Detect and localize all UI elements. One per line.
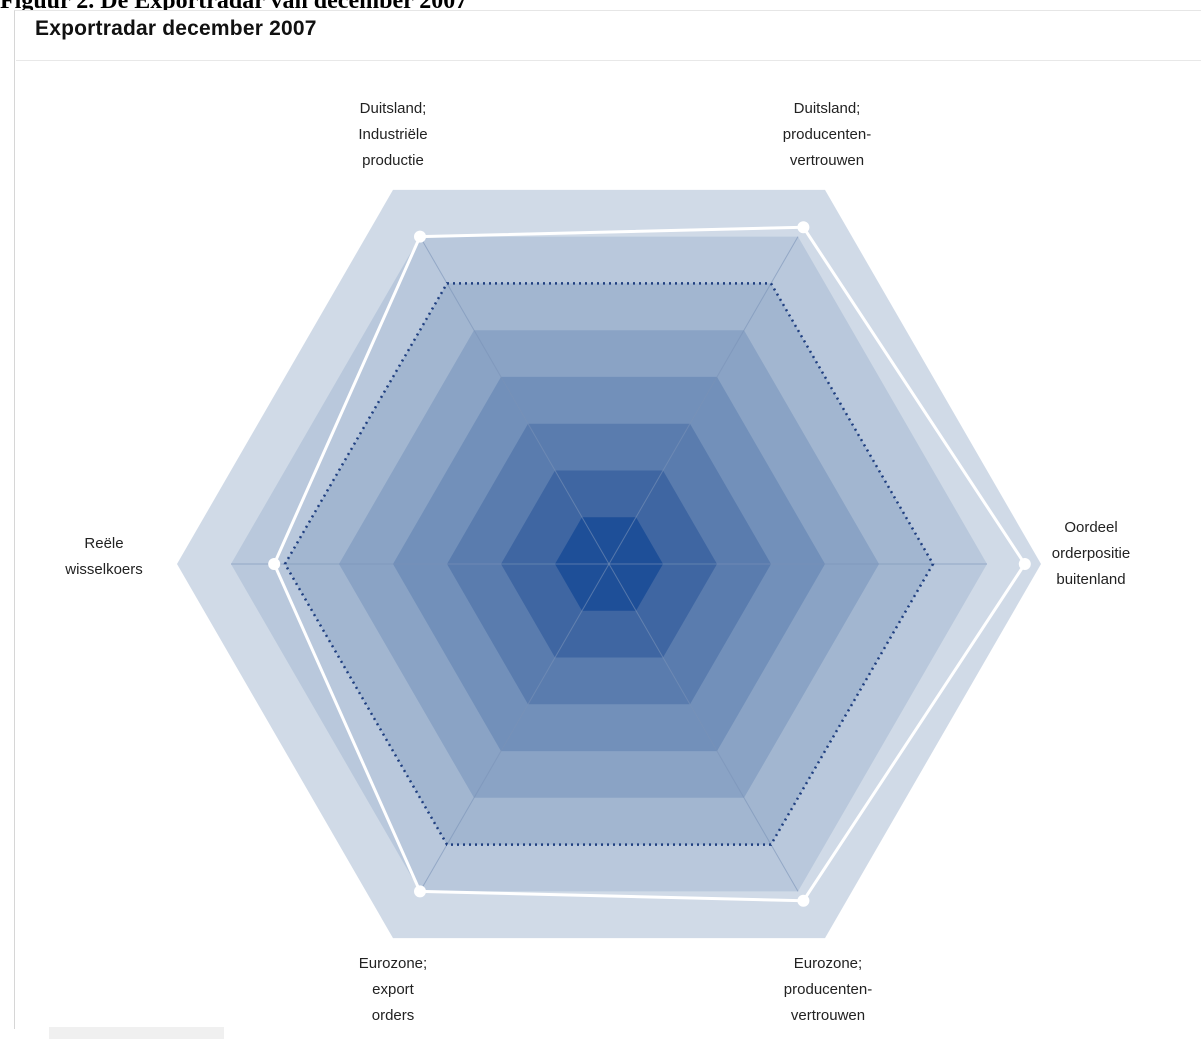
- axis-label-line: Duitsland;: [359, 100, 427, 117]
- radar-axis-line-de_ip: [419, 236, 610, 565]
- axis-label-de_ip: Duitsland; Industriële productie: [318, 96, 468, 174]
- axis-label-wissel: Reële wisselkoers: [29, 531, 179, 583]
- title-divider: [16, 60, 1201, 61]
- series-point-order: [1018, 558, 1031, 570]
- axis-label-line: orderpositie: [1051, 545, 1131, 562]
- axis-label-order: Oordeel orderpositie buitenland: [1016, 515, 1166, 593]
- series-point-de_pv: [797, 221, 810, 234]
- chart-title: Exportradar december 2007: [35, 17, 317, 40]
- axis-label-line: Oordeel: [1064, 519, 1118, 536]
- series-point-ez_pv: [797, 894, 810, 907]
- series-point-wissel: [268, 558, 281, 570]
- axis-label-line: orders: [371, 1007, 415, 1024]
- axis-label-line: export: [372, 981, 414, 998]
- axis-label-line: vertrouwen: [789, 152, 865, 169]
- axis-label-line: Industriële: [358, 126, 428, 143]
- axis-label-line: producenten-: [782, 126, 872, 143]
- axis-label-line: Duitsland;: [793, 100, 861, 117]
- axis-label-ez_pv: Eurozone; producenten-vertrouwen: [753, 951, 903, 1029]
- series-point-de_ip: [414, 230, 426, 243]
- series-point-ez_exp: [414, 885, 426, 898]
- axis-label-ez_exp: Eurozone; export orders: [318, 951, 468, 1029]
- axis-label-line: wisselkoers: [65, 561, 143, 578]
- radar-series: [268, 221, 1031, 907]
- reference-line: [283, 282, 935, 846]
- footnote-text-faded: [49, 1027, 224, 1039]
- axis-label-line: productie: [362, 152, 424, 169]
- radar-axis-line-ez_exp: [419, 563, 610, 892]
- axis-label-line: Eurozone;: [793, 955, 863, 972]
- axis-label-line: vertrouwen: [790, 1007, 866, 1024]
- axis-label-line: Eurozone;: [358, 955, 428, 972]
- radar-axis-line-ez_pv: [608, 563, 799, 892]
- axis-label-de_pv: Duitsland; producenten-vertrouwen: [752, 96, 902, 174]
- axis-label-line: Reële: [84, 535, 124, 552]
- document-caption: Figuur 2. De Exportradar van december 20…: [0, 0, 467, 10]
- radar-axes: [231, 236, 987, 892]
- axis-label-line: producenten-: [783, 981, 873, 998]
- radar-axis-line-de_pv: [608, 236, 799, 565]
- axis-label-line: buitenland: [1056, 571, 1126, 588]
